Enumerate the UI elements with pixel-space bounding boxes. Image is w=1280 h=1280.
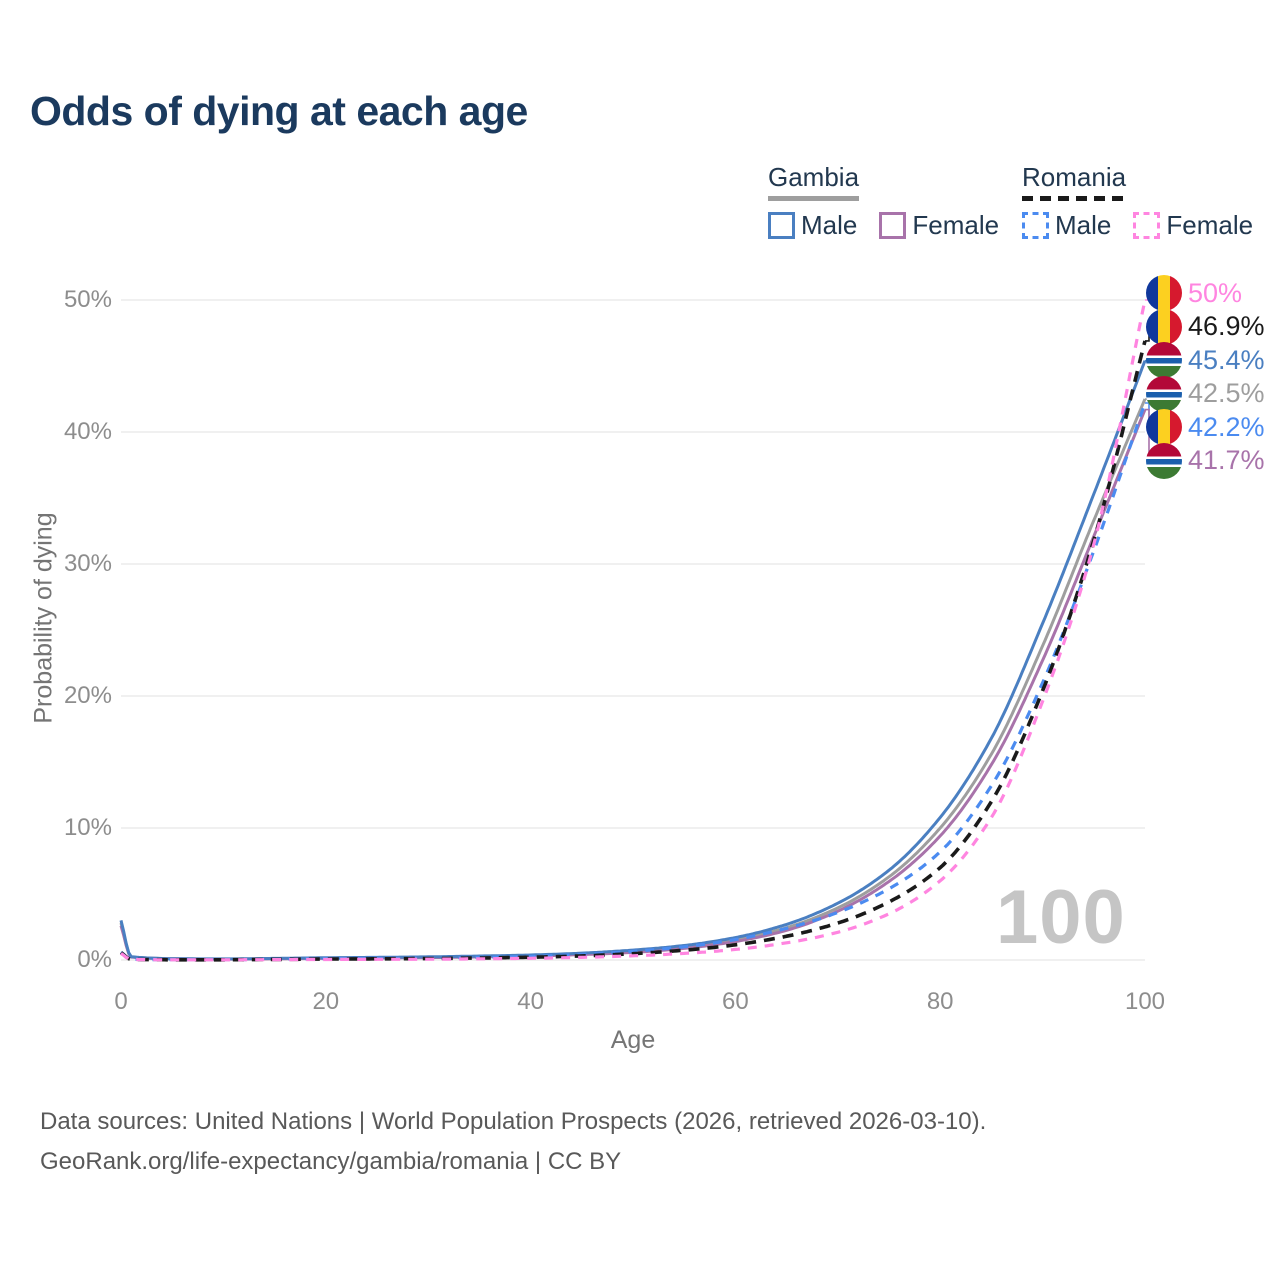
legend-item-gambia-female[interactable]: Female [879,210,999,241]
romania-flag-icon [1146,409,1182,445]
romania-dashed-line-swatch [1022,196,1127,201]
end-label-romania-female[interactable]: 50% [1146,275,1242,311]
romania-flag-icon [1146,275,1182,311]
footer-attribution: GeoRank.org/life-expectancy/gambia/roman… [40,1148,622,1175]
legend-country-gambia-label: Gambia [768,162,860,192]
y-axis-title: Probability of dying [29,512,58,724]
legend-item-romania-male[interactable]: Male [1022,210,1111,241]
page-title: Odds of dying at each age [30,88,528,134]
end-label-gambia-male[interactable]: 45.4% [1146,342,1265,378]
legend-country-romania: Romania [1022,162,1127,201]
x-tick-label: 100 [1124,988,1166,1015]
gambia-solid-line-swatch [768,196,860,201]
legend-item-label: Male [801,210,858,240]
x-tick-label: 40 [517,988,544,1015]
x-axis-title: Age [610,1026,656,1054]
romania-male-swatch-icon [1022,212,1049,239]
x-tick-label: 80 [926,988,954,1015]
end-label-gambia-female[interactable]: 41.7% [1146,442,1265,479]
legend-group-gambia: Gambia Male Female [768,162,999,241]
end-label-value: 42.5% [1188,378,1265,408]
romania-flag-icon [1146,308,1182,345]
y-tick-label: 0% [77,946,112,973]
end-label-romania-both[interactable]: 46.9% [1146,308,1265,345]
x-tick-label: 0 [114,988,128,1015]
x-tick-label: 60 [722,988,749,1015]
end-label-value: 50% [1188,277,1243,308]
series-line-romania-male[interactable] [119,402,1147,962]
end-label-gambia-both[interactable]: 42.5% [1146,375,1265,412]
y-tick-label: 10% [63,814,112,841]
gambia-male-swatch-icon [768,212,795,239]
x-tick-label: 20 [312,988,340,1015]
legend-item-label: Female [912,210,1000,240]
gambia-flag-icon [1146,442,1182,479]
legend-country-gambia: Gambia [768,162,860,201]
y-tick-label: 20% [63,682,112,709]
footer-data-sources: Data sources: United Nations | World Pop… [40,1108,987,1135]
y-tick-label: 40% [63,418,112,445]
series-line-gambia-female[interactable] [119,409,1147,961]
gambia-female-swatch-icon [879,212,907,239]
legend-country-romania-label: Romania [1022,162,1127,192]
gambia-flag-icon [1146,375,1182,412]
legend-item-label: Male [1055,210,1112,240]
y-tick-label: 50% [63,286,112,313]
legend-item-romania-female[interactable]: Female [1133,210,1253,241]
y-tick-label: 30% [63,550,112,577]
legend-group-romania: Romania Male Female [1022,162,1253,241]
gambia-flag-icon [1146,342,1182,378]
series-line-romania-both[interactable] [119,340,1147,962]
series-line-gambia-both[interactable] [119,398,1147,961]
romania-female-swatch-icon [1133,212,1161,239]
legend-item-label: Female [1166,210,1254,240]
series-line-gambia-male[interactable] [119,360,1147,961]
hover-age-watermark: 100 [996,875,1126,960]
end-label-value: 41.7% [1188,445,1265,475]
series-line-romania-female[interactable] [120,299,1147,962]
end-label-romania-male[interactable]: 42.2% [1146,409,1265,445]
end-label-value: 42.2% [1188,411,1265,442]
legend-item-gambia-male[interactable]: Male [768,210,857,241]
end-label-value: 45.4% [1188,344,1265,375]
end-label-value: 46.9% [1188,311,1265,341]
